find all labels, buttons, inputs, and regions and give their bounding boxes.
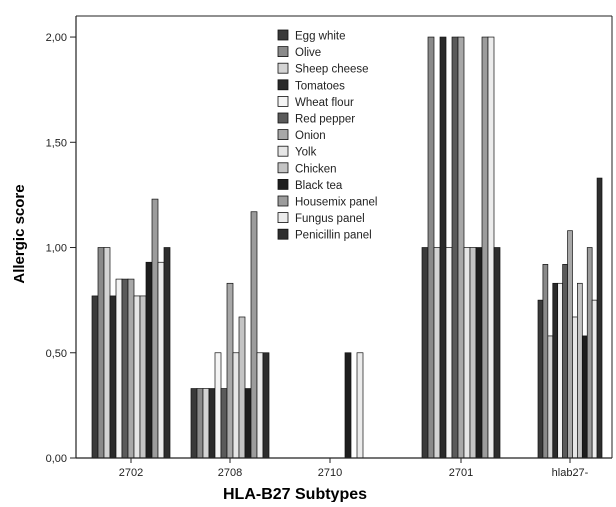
legend-label: Fungus panel xyxy=(295,213,365,225)
bar xyxy=(262,352,270,459)
legend-label: Sheep cheese xyxy=(295,64,369,76)
bar xyxy=(250,211,258,459)
bar xyxy=(557,282,563,459)
axes-layer xyxy=(75,15,613,459)
bar xyxy=(133,295,141,459)
bar xyxy=(256,352,264,459)
bar xyxy=(151,198,159,459)
legend-label: Onion xyxy=(295,130,326,142)
bar xyxy=(344,352,352,459)
y-axis-title: Allergic score xyxy=(11,184,28,283)
bar xyxy=(469,247,477,459)
bar xyxy=(196,388,204,459)
bar xyxy=(157,261,165,459)
bar xyxy=(208,388,216,459)
bar xyxy=(115,278,123,459)
legend-label: Black tea xyxy=(295,180,343,192)
x-tick-label: 2710 xyxy=(318,467,342,479)
bar xyxy=(451,36,459,459)
bar xyxy=(493,247,501,459)
legend-label: Tomatoes xyxy=(295,80,345,92)
legend-label: Olive xyxy=(295,47,321,59)
legend-swatch xyxy=(277,112,289,124)
bar xyxy=(226,282,234,459)
bar xyxy=(596,177,603,459)
legend-label: Egg white xyxy=(295,31,346,43)
x-tick-label: 2702 xyxy=(119,467,143,479)
legend-swatch xyxy=(277,29,289,41)
y-ticks: 0,00 0,50 1,00 1,50 2,00 xyxy=(46,32,76,465)
bar xyxy=(475,247,483,459)
bar xyxy=(481,36,489,459)
legend-label: Chicken xyxy=(295,163,337,175)
x-ticks: 2702 2708 2710 2701 hlab27- xyxy=(119,458,589,479)
y-tick-label: 0,00 xyxy=(46,453,67,465)
bar xyxy=(91,295,99,459)
bar xyxy=(537,299,544,459)
bar xyxy=(547,335,554,459)
bar xyxy=(127,278,135,459)
legend-swatch xyxy=(277,96,289,107)
bar xyxy=(427,36,435,459)
legend-swatch xyxy=(277,195,289,207)
legend-label: Yolk xyxy=(295,147,317,159)
bar xyxy=(567,230,573,459)
bar xyxy=(214,352,222,459)
x-tick-label: 2708 xyxy=(218,467,242,479)
bar xyxy=(356,352,364,459)
bar xyxy=(542,264,549,459)
bar xyxy=(139,295,147,459)
bar xyxy=(238,316,246,459)
bar xyxy=(562,264,568,459)
legend-swatch xyxy=(277,162,289,174)
legend-label: Penicillin panel xyxy=(295,230,372,242)
bar xyxy=(190,388,198,459)
bar xyxy=(433,247,441,459)
legend-label: Housemix panel xyxy=(295,197,377,209)
bar xyxy=(487,36,495,459)
bar xyxy=(577,282,583,459)
y-tick-label: 2,00 xyxy=(46,32,67,44)
legend-label: Wheat flour xyxy=(295,97,354,109)
bar xyxy=(163,247,171,459)
bar xyxy=(103,247,111,459)
bar xyxy=(463,247,471,459)
legend-swatch xyxy=(277,129,289,141)
bar xyxy=(591,299,598,459)
legend-swatch xyxy=(277,212,289,224)
bar xyxy=(109,295,117,459)
bar xyxy=(439,36,447,459)
y-tick-label: 1,50 xyxy=(46,137,67,149)
bar xyxy=(421,247,429,459)
legend-swatch xyxy=(277,145,289,157)
bar xyxy=(586,247,593,459)
bar xyxy=(244,388,252,459)
bar xyxy=(552,282,559,459)
x-tick-label: hlab27- xyxy=(552,467,589,479)
bar xyxy=(445,247,453,459)
x-tick-label: 2701 xyxy=(449,467,473,479)
legend-swatch xyxy=(277,79,289,91)
y-tick-label: 1,00 xyxy=(46,243,67,255)
bars-layer xyxy=(91,36,603,459)
legend-swatch xyxy=(277,178,289,190)
bar xyxy=(232,352,240,459)
x-axis-title: HLA-B27 Subtypes xyxy=(223,486,367,502)
bar xyxy=(572,316,578,459)
bar xyxy=(220,388,228,459)
legend-label: Red pepper xyxy=(295,114,355,126)
bar xyxy=(202,388,210,459)
bar xyxy=(581,335,588,459)
legend: Egg white Olive Sheep cheese Tomatoes Wheat … xyxy=(277,29,377,242)
bar xyxy=(97,247,105,459)
legend-swatch xyxy=(277,228,289,240)
bar xyxy=(457,36,465,459)
bar xyxy=(145,261,153,459)
legend-swatch xyxy=(277,62,289,74)
legend-swatch xyxy=(277,46,289,57)
y-tick-label: 0,50 xyxy=(46,348,67,360)
bar xyxy=(121,278,129,459)
